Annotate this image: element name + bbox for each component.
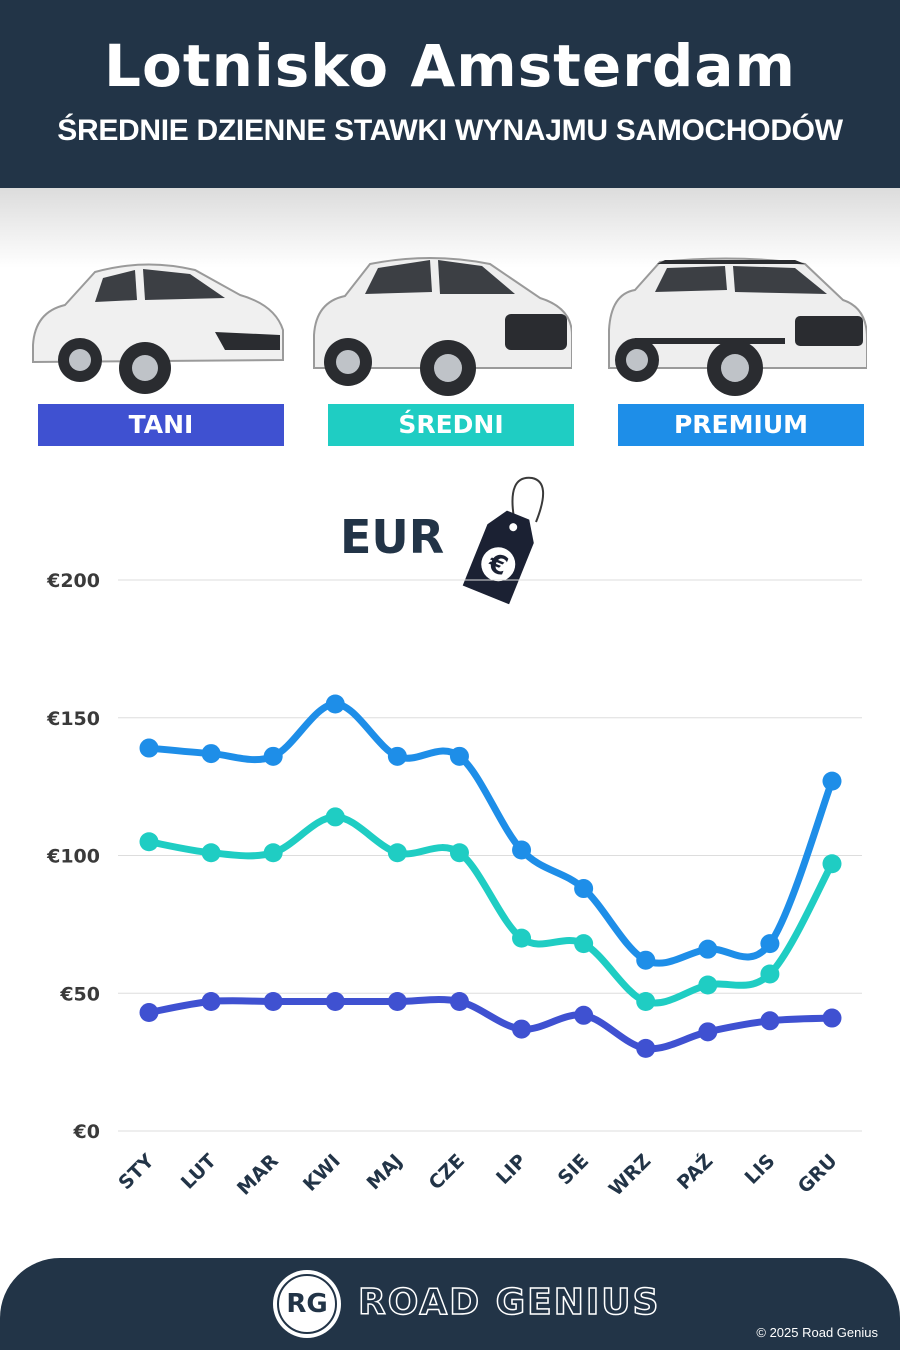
data-point-średni <box>698 975 718 995</box>
copyright-text: © 2025 Road Genius <box>756 1325 878 1340</box>
x-tick-label: STY <box>114 1150 158 1194</box>
y-tick-label: €0 <box>73 1121 100 1143</box>
logo-text: RG <box>277 1274 337 1334</box>
header-banner: Lotnisko Amsterdam ŚREDNIE DZIENNE STAWK… <box>0 0 900 188</box>
data-point-średni <box>574 934 594 954</box>
chart-svg: €0 €50 €100 €150 €200 STY LUT MAR KWI MAJ CZE LIP SI… <box>46 570 862 1200</box>
data-point-premium <box>139 738 159 758</box>
economy-car-image <box>25 250 287 400</box>
x-tick-label: KWI <box>299 1150 345 1196</box>
data-point-premium <box>574 879 594 899</box>
data-point-premium <box>263 746 283 766</box>
price-tag-euro-icon: € <box>452 470 552 610</box>
data-point-tani <box>760 1011 780 1031</box>
header-shadow <box>0 188 900 268</box>
x-tick-label: SIE <box>554 1150 593 1189</box>
data-point-tani <box>387 992 407 1012</box>
series-line-premium <box>145 700 836 967</box>
x-tick-label: CZE <box>425 1150 469 1194</box>
data-point-średni <box>325 807 345 827</box>
data-point-tani <box>139 1003 159 1023</box>
data-point-tani <box>512 1019 532 1039</box>
brand-name: ROAD GENIUS <box>357 1281 661 1324</box>
data-point-średni <box>263 843 283 863</box>
midsize-suv-image <box>310 250 573 400</box>
data-point-tani <box>698 1022 718 1042</box>
data-point-średni <box>512 928 532 948</box>
page-subtitle: ŚREDNIE DZIENNE STAWKI WYNAJMU SAMOCHODÓ… <box>57 114 843 147</box>
x-tick-label: MAJ <box>363 1150 407 1194</box>
logo-icon: RG <box>273 1270 341 1338</box>
data-point-tani <box>325 992 345 1012</box>
currency-label: EUR <box>340 510 445 564</box>
x-tick-label: GRU <box>794 1150 842 1198</box>
x-tick-label: LIS <box>741 1150 780 1189</box>
page-title: Lotnisko Amsterdam <box>104 32 796 100</box>
data-point-tani <box>574 1005 594 1025</box>
data-point-średni <box>387 843 407 863</box>
y-tick-label: €150 <box>46 708 100 730</box>
data-point-premium <box>449 746 469 766</box>
data-point-tani <box>449 992 469 1012</box>
x-tick-label: LUT <box>177 1150 221 1194</box>
data-point-tani <box>201 992 221 1012</box>
data-point-średni <box>449 843 469 863</box>
data-point-premium <box>512 840 532 860</box>
data-point-średni <box>636 992 656 1012</box>
data-point-premium <box>636 950 656 970</box>
x-tick-label: MAR <box>233 1150 283 1200</box>
y-tick-label: €200 <box>46 570 100 592</box>
line-chart: €0 €50 €100 €150 €200 STY LUT MAR KWI MAJ CZE LIP SI… <box>0 560 900 1220</box>
premium-suv-image <box>605 250 868 400</box>
footer-bar <box>0 1258 900 1350</box>
data-point-premium <box>387 746 407 766</box>
series-line-średni <box>145 813 836 1007</box>
x-tick-label: WRZ <box>605 1150 655 1200</box>
data-point-średni <box>139 832 159 852</box>
data-point-średni <box>822 854 842 874</box>
data-point-tani <box>822 1008 842 1028</box>
category-badge-tani: TANI <box>38 404 284 446</box>
data-point-tani <box>636 1038 656 1058</box>
x-tick-label: PAŹ <box>672 1149 717 1194</box>
data-point-tani <box>263 992 283 1012</box>
data-point-premium <box>201 744 221 764</box>
data-point-średni <box>760 964 780 984</box>
category-badge-sredni: ŚREDNI <box>328 404 574 446</box>
data-point-premium <box>325 694 345 714</box>
data-point-średni <box>201 843 221 863</box>
x-tick-label: LIP <box>492 1150 531 1189</box>
y-tick-label: €50 <box>59 983 100 1005</box>
y-tick-label: €100 <box>46 846 100 868</box>
data-point-premium <box>698 939 718 959</box>
category-badge-premium: PREMIUM <box>618 404 864 446</box>
series-line-tani <box>145 995 836 1053</box>
data-point-premium <box>822 771 842 791</box>
data-point-premium <box>760 934 780 954</box>
